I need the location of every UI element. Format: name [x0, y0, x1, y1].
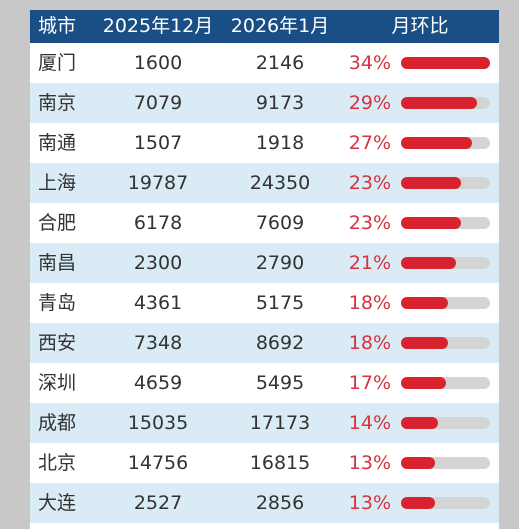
mom-percent-label: 17% — [348, 372, 391, 394]
mom-bar — [401, 137, 472, 149]
city-cell: 西安 — [38, 332, 77, 354]
table-row: 合肥 6178 7609 23% — [30, 203, 499, 243]
mom-percent-label: 21% — [348, 252, 391, 274]
dec-2025-cell: 2527 — [133, 492, 183, 514]
mom-percent-label: 18% — [348, 292, 391, 314]
dec-2025-cell: 4361 — [133, 292, 183, 314]
dec-2025-cell: 7079 — [133, 92, 183, 114]
header-dec-2025: 2025年12月 — [102, 15, 214, 37]
mom-bar — [401, 57, 490, 69]
jan-2026-cell: 8692 — [255, 332, 305, 354]
jan-2026-cell: 16815 — [249, 452, 311, 474]
city-cell: 南昌 — [38, 252, 77, 274]
dec-2025-cell: 4659 — [133, 372, 183, 394]
table-row: 南昌 2300 2790 21% — [30, 243, 499, 283]
city-cell: 大连 — [38, 492, 77, 514]
city-table: 城市 2025年12月 2026年1月 月环比 厦门 1600 2146 34% 南京 7… — [30, 10, 499, 529]
table-row: 青岛 4361 5175 18% — [30, 283, 499, 323]
jan-2026-cell: 7609 — [255, 212, 305, 234]
jan-2026-cell: 2790 — [255, 252, 305, 274]
city-cell: 青岛 — [38, 292, 77, 314]
mom-bar — [401, 377, 446, 389]
header-mom: 月环比 — [391, 15, 449, 37]
dec-2025-cell: 1600 — [133, 52, 183, 74]
city-cell: 厦门 — [38, 52, 77, 74]
mom-bar — [401, 337, 448, 349]
mom-percent-label: 13% — [348, 452, 391, 474]
jan-2026-cell: 5495 — [255, 372, 305, 394]
mom-bar — [401, 457, 435, 469]
city-cell: 合肥 — [38, 212, 77, 234]
table-row: 北京 14756 16815 13% — [30, 443, 499, 483]
header-jan-2026: 2026年1月 — [230, 15, 330, 37]
table-row: 西安 7348 8692 18% — [30, 323, 499, 363]
dec-2025-cell: 19787 — [127, 172, 189, 194]
city-cell: 南通 — [38, 132, 77, 154]
jan-2026-cell: 2146 — [255, 52, 305, 74]
dec-2025-cell: 15035 — [127, 412, 189, 434]
mom-percent-label: 34% — [348, 52, 391, 74]
table-row: 深圳 4659 5495 17% — [30, 363, 499, 403]
dec-2025-cell: 6178 — [133, 212, 183, 234]
mom-percent-label: 13% — [348, 492, 391, 514]
jan-2026-cell: 9173 — [255, 92, 305, 114]
dec-2025-cell: 2300 — [133, 252, 183, 274]
mom-bar — [401, 417, 438, 429]
city-cell: 南京 — [38, 92, 77, 114]
jan-2026-cell: 5175 — [255, 292, 305, 314]
table-row: 南京 7079 9173 29% — [30, 83, 499, 123]
mom-bar — [401, 497, 435, 509]
table-header: 城市 2025年12月 2026年1月 月环比 — [30, 10, 499, 43]
mom-percent-label: 14% — [348, 412, 391, 434]
mom-percent-label: 23% — [348, 212, 391, 234]
mom-percent-label: 27% — [348, 132, 391, 154]
mom-percent-label: 18% — [348, 332, 391, 354]
table-row: 大连 2527 2856 13% — [30, 483, 499, 523]
city-cell: 成都 — [38, 412, 77, 434]
dec-2025-cell: 14756 — [127, 452, 189, 474]
table-row: 南通 1507 1918 27% — [30, 123, 499, 163]
table-row: 上海 19787 24350 23% — [30, 163, 499, 203]
table-row: 厦门 1600 2146 34% — [30, 43, 499, 83]
mom-bar — [401, 257, 456, 269]
mom-percent-label: 23% — [348, 172, 391, 194]
mom-bar — [401, 97, 477, 109]
city-cell: 深圳 — [38, 372, 77, 394]
jan-2026-cell: 2856 — [255, 492, 305, 514]
header-city: 城市 — [38, 15, 77, 37]
mom-bar — [401, 297, 448, 309]
jan-2026-cell: 24350 — [249, 172, 311, 194]
jan-2026-cell: 1918 — [255, 132, 305, 154]
dec-2025-cell: 1507 — [133, 132, 183, 154]
jan-2026-cell: 17173 — [249, 412, 311, 434]
dec-2025-cell: 7348 — [133, 332, 183, 354]
mom-percent-label: 29% — [348, 92, 391, 114]
mom-bar — [401, 177, 461, 189]
mom-bar — [401, 217, 461, 229]
city-cell: 北京 — [38, 452, 77, 474]
table-row: 成都 15035 17173 14% — [30, 403, 499, 443]
city-cell: 上海 — [38, 172, 77, 194]
